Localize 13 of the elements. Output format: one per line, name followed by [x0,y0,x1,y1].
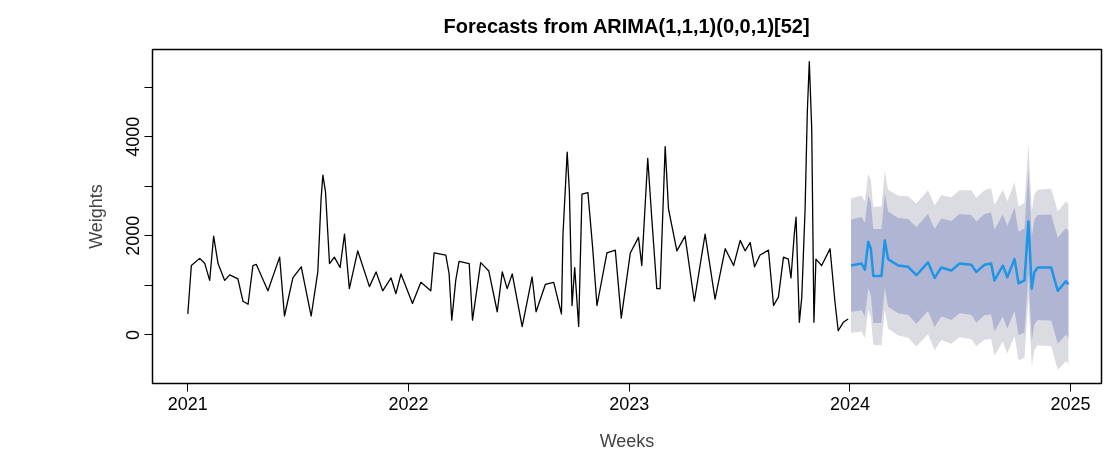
x-tick-label: 2024 [829,393,870,414]
y-axis-title: Weights [85,184,106,249]
x-tick-label: 2022 [388,393,429,414]
x-tick-label: 2025 [1050,393,1091,414]
y-tick-label: 4000 [123,116,144,157]
x-axis-title: Weeks [599,430,655,451]
y-tick-label: 2000 [123,215,144,256]
line-series [187,61,849,332]
line-series [849,220,1070,293]
x-tick-label: 2023 [609,393,650,414]
chart-title: Forecasts from ARIMA(1,1,1)(0,0,1)[52] [443,15,810,37]
y-tick-label: 0 [123,329,144,340]
x-tick-label: 2021 [167,393,208,414]
